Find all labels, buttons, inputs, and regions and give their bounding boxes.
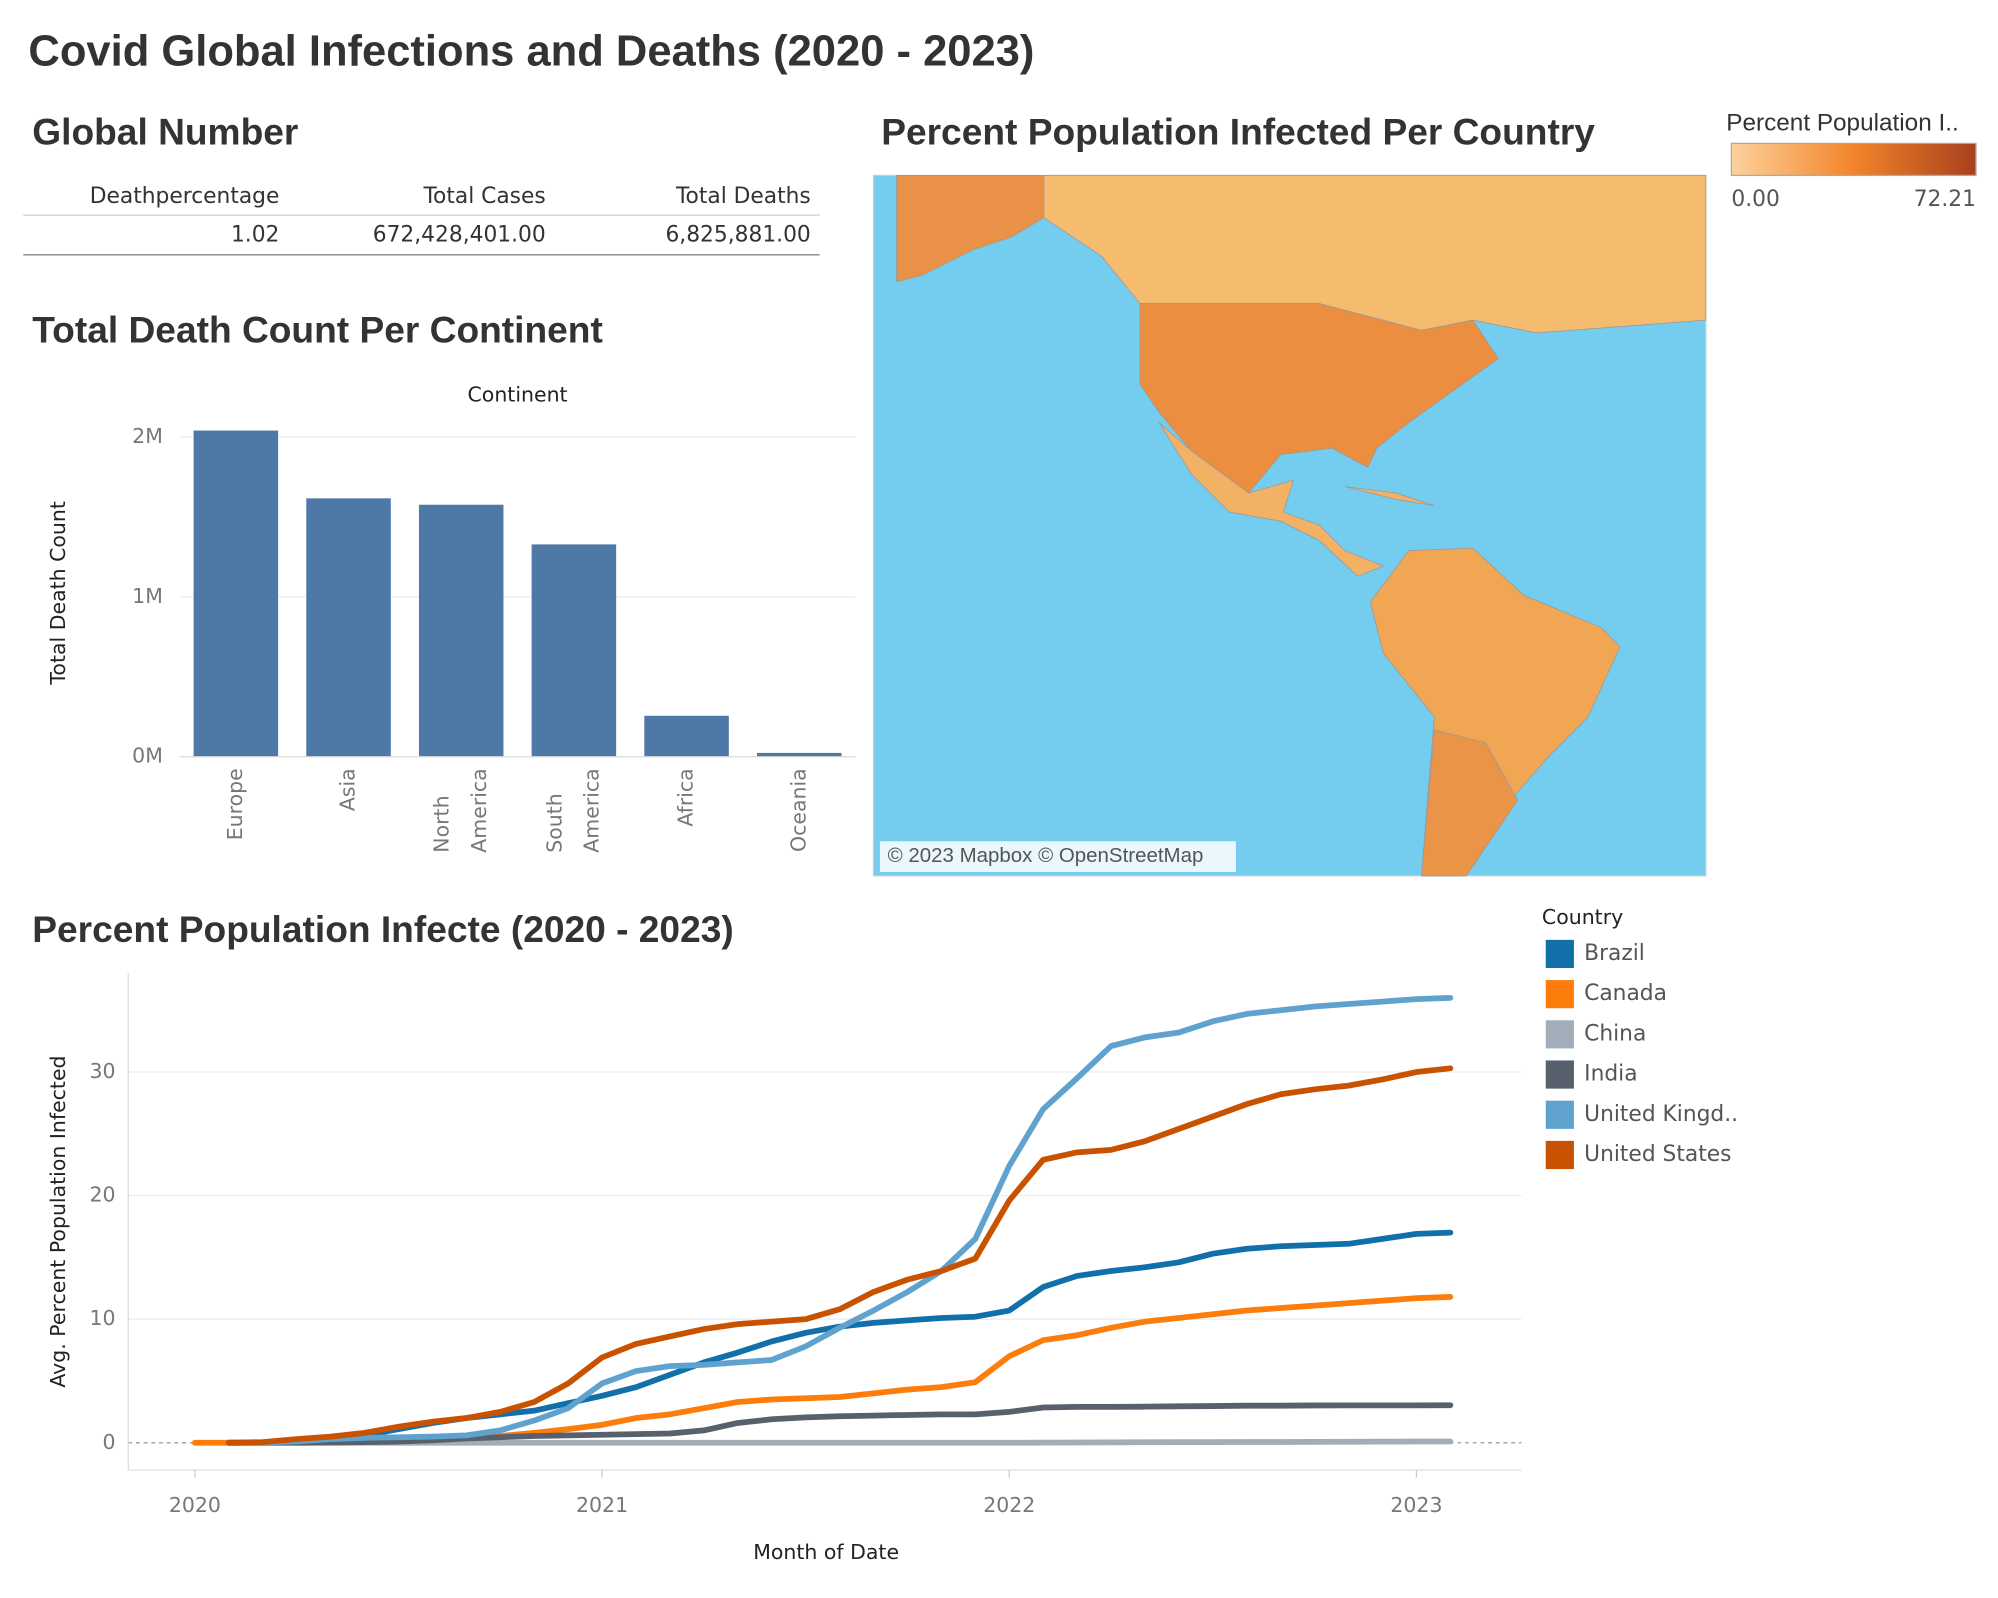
x-tick-label: 2022 — [983, 1493, 1035, 1517]
legend-swatch — [1545, 1020, 1574, 1049]
axis-title: Month of Date — [753, 1540, 899, 1564]
table-header: Total Cases — [422, 184, 545, 209]
table-cell: 6,825,881.00 — [665, 223, 810, 248]
y-tick-label: 0 — [102, 1430, 115, 1454]
x-tick-label: Europe — [223, 768, 247, 840]
legend-swatch — [1545, 1060, 1574, 1089]
legend-title: Country — [1542, 905, 1623, 929]
axis-title: Continent — [468, 383, 568, 407]
legend-label: United Kingd.. — [1584, 1102, 1738, 1127]
legend-swatch — [1545, 980, 1574, 1009]
legend-title: Percent Population I.. — [1726, 110, 1958, 137]
legend-label: 0.00 — [1731, 187, 1779, 212]
y-tick-label: 2M — [132, 424, 163, 448]
line-series — [225, 1402, 1454, 1446]
legend-label: United States — [1584, 1142, 1731, 1167]
axis-title: Total Death Count — [46, 501, 70, 686]
x-tick-label: 2023 — [1390, 1493, 1442, 1517]
bar — [306, 498, 391, 757]
bar — [644, 715, 729, 757]
table-cell: 1.02 — [231, 223, 279, 248]
legend-swatch — [1545, 1100, 1574, 1129]
bar — [756, 752, 842, 757]
line-series — [225, 1229, 1454, 1446]
legend-swatch — [1545, 939, 1574, 969]
table-title: Global Number — [32, 110, 298, 152]
axis-title: Avg. Percent Population Infected — [46, 1055, 70, 1387]
line-series — [225, 1065, 1454, 1446]
legend-swatch — [1545, 1140, 1574, 1170]
bar — [193, 430, 279, 757]
y-tick-label: 0M — [132, 744, 163, 768]
color-scale — [1730, 142, 1977, 177]
country-shape — [1158, 422, 1385, 577]
map: © 2023 Mapbox © OpenStreetMap — [872, 174, 1707, 877]
y-tick-label: 1M — [132, 584, 163, 608]
x-tick-label: Asia — [336, 768, 360, 811]
line-series — [225, 994, 1454, 1446]
attribution-box — [879, 841, 1236, 872]
table-header: Deathpercentage — [90, 184, 280, 209]
y-tick-label: 20 — [89, 1183, 115, 1207]
x-tick-label: 2020 — [169, 1493, 221, 1517]
dashboard-title: Covid Global Infections and Deaths (2020… — [28, 27, 1034, 75]
attribution: © 2023 Mapbox © OpenStreetMap — [888, 844, 1204, 867]
table-header: Total Deaths — [675, 184, 811, 209]
x-tick-label: North America — [430, 768, 491, 852]
table-cell: 672,428,401.00 — [373, 223, 546, 248]
legend-label: Canada — [1584, 981, 1667, 1006]
y-tick-label: 30 — [89, 1059, 115, 1083]
country-shape — [896, 175, 1045, 283]
legend-label: India — [1584, 1062, 1637, 1087]
x-tick-label: 2021 — [576, 1493, 628, 1517]
chart-title: Total Death Count Per Continent — [32, 309, 603, 351]
bar — [531, 544, 617, 757]
x-tick-label: Africa — [674, 768, 698, 826]
legend-label: China — [1584, 1021, 1646, 1046]
chart-title: Percent Population Infecte (2020 - 2023) — [32, 908, 733, 950]
chart-title: Percent Population Infected Per Country — [881, 110, 1595, 152]
bar — [418, 504, 504, 757]
legend-label: 72.21 — [1914, 187, 1976, 212]
legend-label: Brazil — [1584, 941, 1645, 966]
country-shape — [1344, 486, 1435, 507]
x-tick-label: Oceania — [786, 768, 810, 852]
country-shape — [1421, 729, 1519, 877]
x-tick-label: South America — [542, 768, 603, 852]
country-shape — [1139, 303, 1499, 494]
y-tick-label: 10 — [89, 1306, 115, 1330]
